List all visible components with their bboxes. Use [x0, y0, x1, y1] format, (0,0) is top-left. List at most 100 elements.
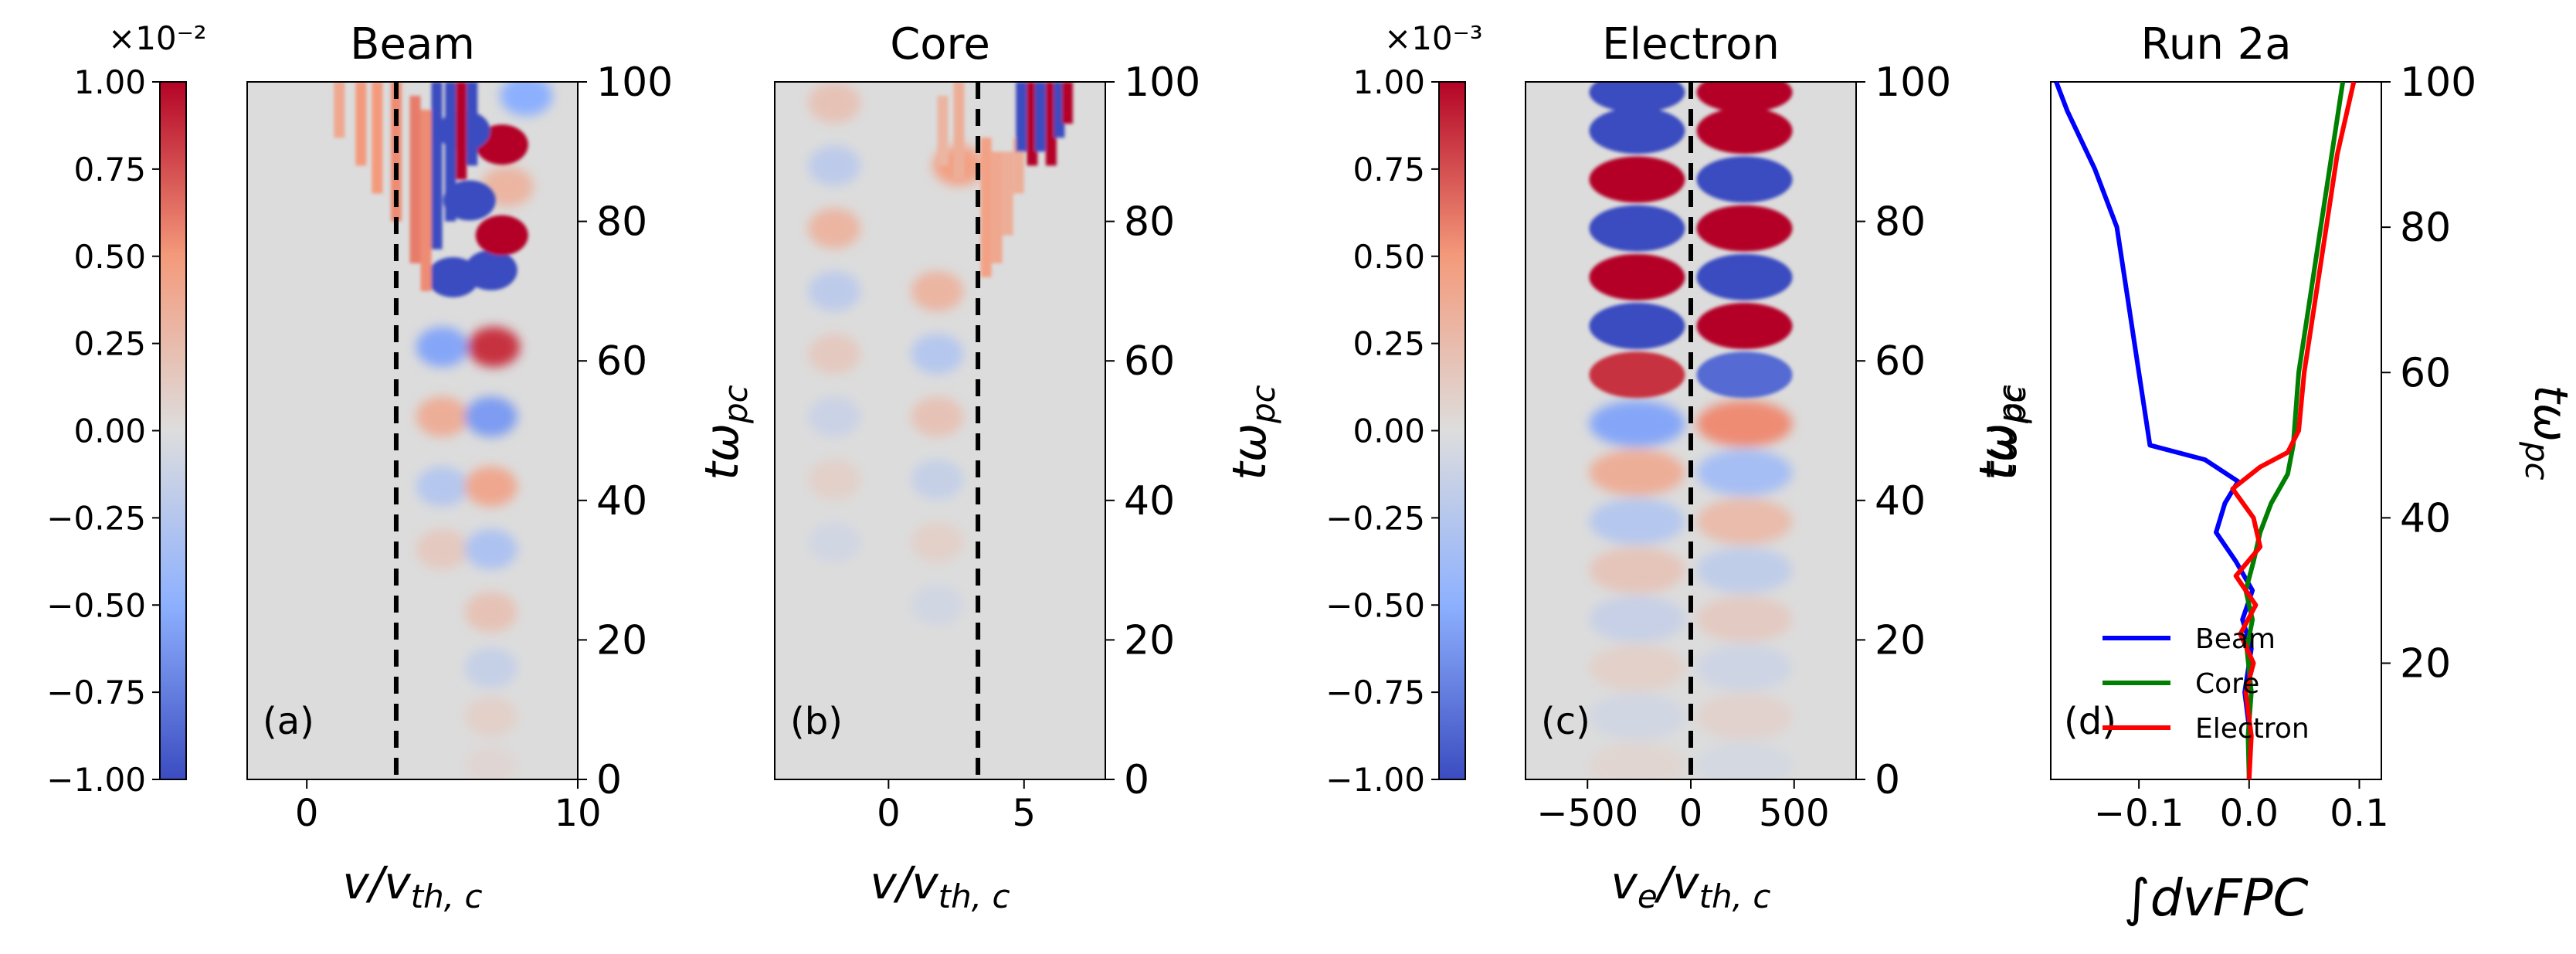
colorbar-electron-scale: ×10⁻³ [1384, 19, 1483, 57]
a-beam-streak [409, 96, 421, 263]
c-electron-blob [1589, 497, 1685, 545]
a-beam-streak [467, 82, 478, 166]
b-core-blob [911, 585, 964, 626]
b-core-blob [808, 396, 861, 437]
c-electron-ytick-label: 80 [1875, 199, 1926, 246]
a-beam-blob [464, 647, 518, 688]
b-core-blob [808, 334, 861, 375]
beam-xticks: 0 10 [295, 779, 602, 835]
b-core-ytick-label: 60 [1124, 338, 1175, 385]
electron-title: Electron [1602, 19, 1780, 70]
b-core-blob [808, 270, 861, 311]
colorbar-electron-tick-label: −1.00 [1325, 761, 1425, 799]
b-core-ytick-label: 40 [1124, 478, 1175, 525]
c-electron-blob [1696, 253, 1793, 300]
b-core-streak [1054, 82, 1065, 138]
colorbar-electron-tick-label: −0.75 [1325, 674, 1425, 711]
core-yticks: 0 20 40 60 80 100 [1105, 59, 1200, 803]
colorbar-electron-tick-label: 0.00 [1352, 412, 1425, 450]
a-beam-streak [445, 82, 456, 222]
colorbar-electron-tick-label: 0.25 [1352, 325, 1425, 363]
beam-yticks: 0 20 40 60 80 100 [578, 59, 673, 803]
c-electron-blob [1589, 351, 1685, 399]
b-core-blob [808, 208, 861, 249]
c-electron-blob [1696, 693, 1793, 740]
b-core-streak [1034, 82, 1046, 152]
electron-ylabel-left: tωpc [1970, 385, 2029, 480]
a-beam-streak [355, 82, 367, 166]
electron-panel-label: (c) [1541, 700, 1590, 743]
b-core-blob [911, 396, 964, 437]
a-beam-blob [464, 696, 518, 737]
panel-run: −0.1 0.0 0.1 20 40 60 80 100 Run 2a (d) ∫dvFPC… [1970, 19, 2576, 928]
c-electron-ytick-label: 20 [1875, 617, 1926, 664]
colorbar-electron-tick-label: −0.50 [1325, 586, 1425, 624]
core-ylabel: tωpc [1223, 385, 1282, 480]
colorbar-electron: 1.00 0.75 0.50 0.25 0.00 −0.25 −0.50 −0.75 −1.00… [1325, 19, 1482, 799]
core-panel-label: (b) [790, 700, 843, 743]
c-electron-blob [1589, 107, 1685, 154]
a-beam-blob [500, 82, 553, 117]
c-electron-blob [1589, 205, 1685, 252]
c-electron-blob [1696, 82, 1793, 113]
b-core-blob [911, 334, 964, 375]
b-core-streak [1002, 151, 1013, 236]
c-electron-xtick-label: 0 [1679, 792, 1703, 835]
run-series-core [2243, 81, 2346, 780]
b-core-blob [808, 521, 861, 562]
b-core-ytick-label: 80 [1124, 199, 1175, 246]
a-beam-streak [334, 82, 345, 138]
core-xlabel: v/vth, c [870, 857, 1010, 915]
c-electron-blob [1696, 644, 1793, 691]
c-electron-blob [1696, 351, 1793, 399]
run-ytick-label: 80 [2400, 205, 2451, 251]
a-beam-streak [420, 110, 432, 291]
run-xticks: −0.1 0.0 0.1 [2094, 779, 2389, 835]
b-core-streak [1061, 82, 1073, 124]
c-electron-ytick-label: 100 [1875, 59, 1951, 106]
c-electron-ytick-label: 0 [1875, 757, 1900, 803]
legend-label-electron: Electron [2195, 713, 2310, 745]
colorbar-beam-tick-label: −0.25 [46, 499, 146, 537]
run-lines [2054, 80, 2357, 780]
b-core-streak [1027, 82, 1038, 166]
c-electron-ytick-label: 60 [1875, 338, 1926, 385]
colorbar-electron-tick-label: 0.75 [1352, 151, 1425, 188]
b-core-streak [980, 137, 992, 277]
c-electron-blob [1589, 156, 1685, 203]
beam-xlabel: v/vth, c [342, 857, 482, 915]
a-beam-ytick-label: 100 [596, 59, 673, 106]
legend-label-beam: Beam [2195, 623, 2276, 655]
a-beam-xtick-label: 0 [295, 792, 319, 835]
panel-electron: −500 0 500 0 20 40 60 80 100 Electron (c) ve/vt… [1525, 19, 2033, 915]
run-ylabel: tωpc [2518, 385, 2576, 480]
c-electron-blob [1696, 742, 1793, 779]
run-xlabel: ∫dvFPC [2123, 868, 2308, 928]
c-electron-blob [1696, 303, 1793, 350]
a-beam-ytick-label: 80 [596, 199, 647, 246]
a-beam-ytick-label: 40 [596, 478, 647, 525]
b-core-ytick-label: 0 [1124, 757, 1149, 803]
b-core-streak [1016, 82, 1027, 152]
b-core-streak [953, 82, 965, 180]
colorbar-beam-ticks: 1.00 0.75 0.50 0.25 0.00 −0.25 −0.50 −0.75 −1.00 [46, 63, 160, 799]
c-electron-blob [1589, 644, 1685, 691]
b-core-streak [937, 96, 949, 166]
a-beam-xtick-label: 10 [554, 792, 601, 835]
core-heatmap [808, 82, 1073, 626]
colorbar-beam-tick-label: 0.25 [73, 325, 146, 363]
run-yticks: 20 40 60 80 100 [2381, 59, 2476, 687]
c-electron-blob [1589, 400, 1685, 447]
run-ytick-label: 20 [2400, 641, 2451, 687]
run-xtick-label: 0.0 [2220, 792, 2279, 835]
a-beam-blob [464, 529, 518, 570]
b-core-xtick-label: 5 [1012, 792, 1036, 835]
electron-ylabel: tωpc [1974, 385, 2033, 480]
colorbar-beam-scale: ×10⁻² [108, 19, 207, 57]
colorbar-beam-tick-label: −0.75 [46, 674, 146, 711]
electron-heatmap [1589, 82, 1793, 779]
a-beam-blob [464, 250, 518, 290]
a-beam-ytick-label: 20 [596, 617, 647, 664]
